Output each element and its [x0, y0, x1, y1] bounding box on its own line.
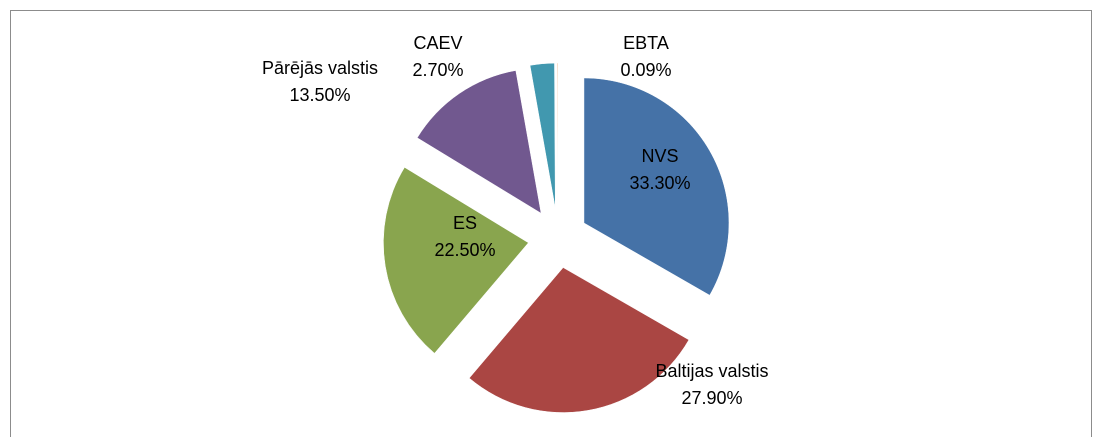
category-label: Baltijas valstis	[655, 361, 768, 381]
value-label: 13.50%	[289, 85, 350, 105]
data-label: CAEV 2.70%	[412, 33, 463, 80]
data-label: Baltijas valstis 27.90%	[655, 361, 768, 408]
value-label: 27.90%	[681, 388, 742, 408]
category-label: EBTA	[623, 33, 669, 53]
pie-slice	[529, 62, 556, 209]
pie-slice	[583, 77, 730, 296]
data-label: NVS 33.30%	[629, 146, 690, 193]
pie-slice	[468, 267, 690, 413]
pie-slice	[383, 166, 529, 354]
pie-slice	[556, 62, 559, 209]
value-label: 0.09%	[620, 60, 671, 80]
pie-slice	[416, 70, 542, 214]
category-label: NVS	[641, 146, 678, 166]
category-label: CAEV	[413, 33, 462, 53]
data-label: EBTA 0.09%	[620, 33, 671, 80]
data-label: Pārējās valstis 13.50%	[262, 58, 378, 105]
value-label: 22.50%	[434, 240, 495, 260]
data-label: ES 22.50%	[434, 213, 495, 260]
category-label: ES	[453, 213, 477, 233]
value-label: 33.30%	[629, 173, 690, 193]
category-label: Pārējās valstis	[262, 58, 378, 78]
value-label: 2.70%	[412, 60, 463, 80]
